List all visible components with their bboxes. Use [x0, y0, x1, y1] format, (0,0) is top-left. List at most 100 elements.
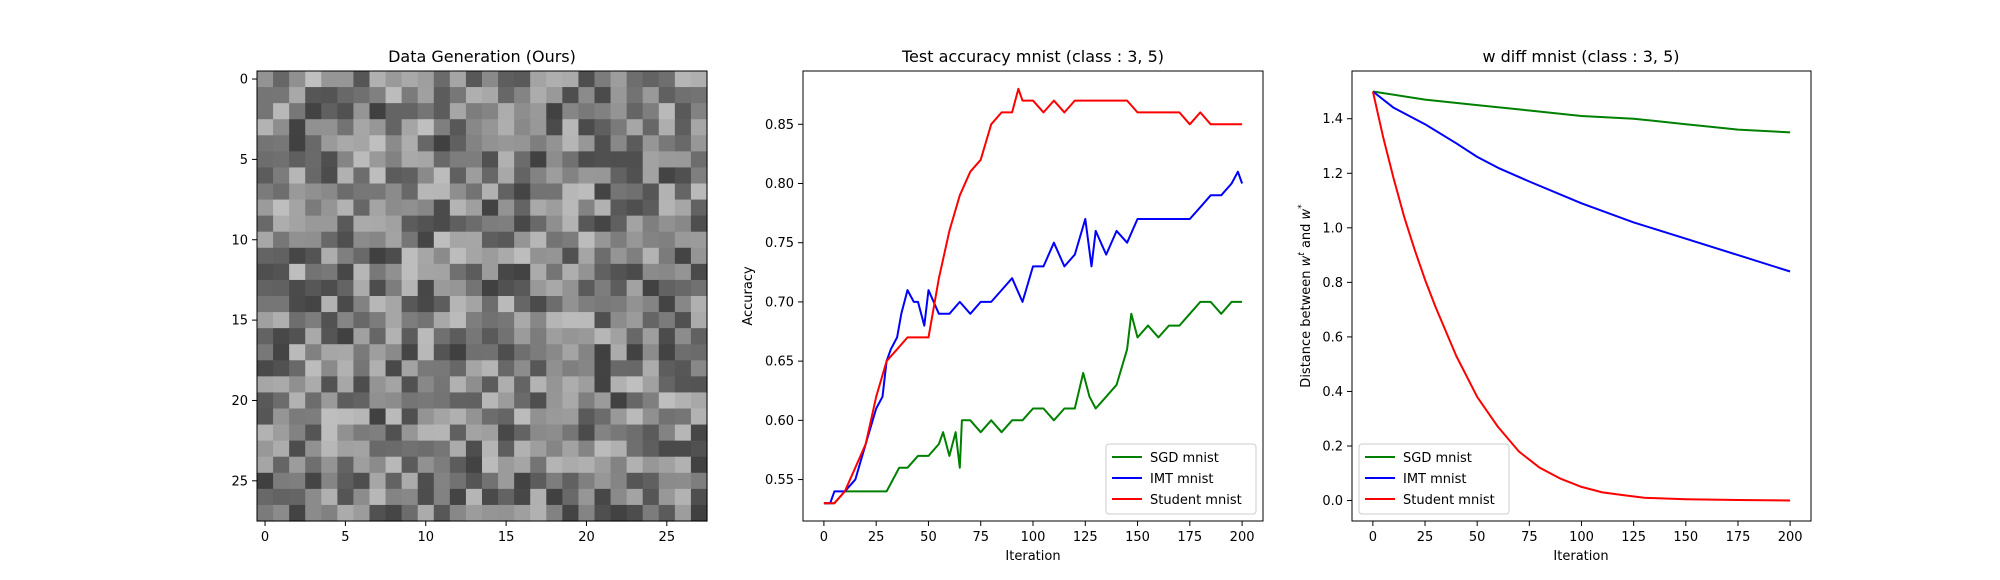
heatmap-cell [273, 424, 290, 442]
heatmap-cell [658, 263, 676, 281]
heatmap-cell [417, 119, 435, 136]
heatmap-cell [658, 408, 676, 426]
accuracy-x-tick-label: 150 [1125, 530, 1150, 545]
heatmap-cell [530, 408, 547, 426]
heatmap-cell [449, 215, 467, 233]
heatmap-cell [594, 215, 612, 233]
heatmap-cell [610, 119, 628, 136]
heatmap-cell [305, 360, 322, 377]
heatmap-cell [369, 408, 387, 426]
heatmap-cell [369, 279, 387, 297]
heatmap-cell [337, 119, 355, 136]
heatmap-cell [321, 424, 338, 442]
heatmap-cell [578, 392, 596, 410]
heatmap-cell [562, 408, 580, 426]
heatmap-cell [530, 263, 547, 281]
heatmap-cell [610, 87, 628, 104]
wdiff-x-tick-label: 100 [1569, 530, 1594, 545]
heatmap-cell [690, 328, 708, 345]
accuracy-x-tick-label: 200 [1230, 530, 1255, 545]
heatmap-cell [369, 488, 387, 506]
heatmap-cell [257, 424, 274, 442]
heatmap-cell [658, 360, 676, 377]
heatmap-cell [578, 199, 596, 217]
heatmap-cell [546, 87, 563, 104]
heatmap-cell [610, 376, 628, 394]
heatmap-cell [273, 87, 290, 104]
wdiff-y-label-group: Distance between wt and w* [1297, 204, 1314, 388]
heatmap-cell [690, 424, 708, 442]
heatmap-cell [498, 408, 515, 426]
heatmap-cell [369, 312, 387, 329]
heatmap-cell [674, 167, 692, 185]
heatmap-panel: Data Generation (Ours) 0 5 10 15 20 25 0 5 10 15… [231, 47, 708, 545]
heatmap-cell [530, 456, 547, 474]
heatmap-cell [594, 71, 612, 88]
heatmap-cell [305, 215, 322, 233]
wdiff-lines [1371, 90, 1791, 502]
heatmap-cell [449, 231, 467, 249]
accuracy-x-tick-label: 175 [1177, 530, 1202, 545]
heatmap-cell [482, 424, 499, 442]
heatmap-cell [449, 312, 467, 329]
heatmap-cell [337, 167, 355, 185]
heatmap-cell [401, 263, 419, 281]
heatmap-cell [449, 504, 467, 522]
heatmap-cell [305, 488, 322, 506]
heatmap-cell [353, 440, 371, 458]
heatmap-cell [433, 135, 451, 152]
heatmap-cell [610, 263, 628, 281]
heatmap-cell [642, 103, 660, 120]
heatmap-cell [401, 456, 419, 474]
heatmap-cell [610, 71, 628, 88]
heatmap-cell [273, 135, 290, 152]
heatmap-cell [690, 504, 708, 522]
heatmap-cell [353, 167, 371, 185]
wdiff-series-line-imt [1372, 90, 1791, 273]
heatmap-cell [385, 167, 403, 185]
heatmap-cell [562, 183, 580, 201]
heatmap-cell [385, 71, 403, 88]
heatmap-cell [369, 103, 387, 120]
heatmap-cell [530, 344, 547, 361]
heatmap-cell [433, 199, 451, 217]
heatmap-cell [658, 424, 676, 442]
heatmap-cell [289, 215, 306, 233]
heatmap-cell [369, 247, 387, 265]
heatmap-cell [257, 119, 274, 136]
heatmap-cell [401, 312, 419, 329]
heatmap-cell [321, 151, 338, 169]
heatmap-cell [449, 103, 467, 120]
heatmap-cell [385, 504, 403, 522]
heatmap-cell [273, 360, 290, 377]
heatmap-cell [626, 87, 644, 104]
heatmap-cell [337, 456, 355, 474]
heatmap-cell [289, 199, 306, 217]
heatmap-cell [498, 504, 515, 522]
heatmap-cell [674, 504, 692, 522]
heatmap-cell [594, 167, 612, 185]
heatmap-cell [530, 279, 547, 297]
wdiff-x-tick-label: 125 [1621, 530, 1646, 545]
heatmap-cell [658, 456, 676, 474]
heatmap-cell [321, 263, 338, 281]
heatmap-cell [449, 344, 467, 361]
heatmap-cell [690, 360, 708, 377]
heatmap-cell [321, 247, 338, 265]
heatmap-cell [546, 472, 563, 490]
heatmap-cell [449, 488, 467, 506]
heatmap-cell [433, 167, 451, 185]
heatmap-cell [642, 183, 660, 201]
heatmap-cell [658, 183, 676, 201]
heatmap-cell [498, 263, 515, 281]
heatmap-cell [594, 392, 612, 410]
heatmap-y-ticks: 0 5 10 15 20 25 [231, 73, 257, 489]
heatmap-cell [401, 296, 419, 313]
heatmap-cell [337, 360, 355, 377]
heatmap-cell [530, 71, 547, 88]
heatmap-cell [514, 408, 531, 426]
heatmap-cell [530, 472, 547, 490]
heatmap-cell [401, 504, 419, 522]
heatmap-cell [546, 456, 563, 474]
heatmap-cell [546, 119, 563, 136]
